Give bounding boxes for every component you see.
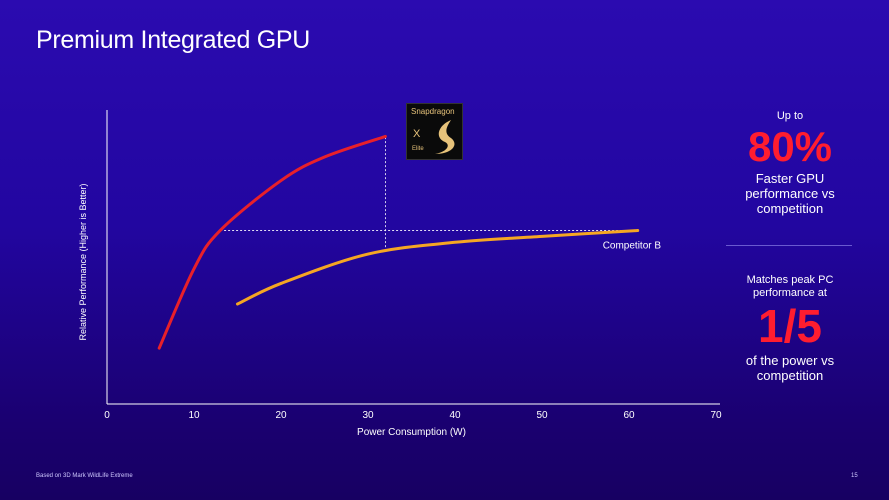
- series-label-competitor-b: Competitor B: [603, 241, 662, 252]
- x-tick-label: 70: [710, 410, 722, 421]
- page-number: 15: [851, 473, 858, 479]
- y-axis-label: Relative Performance (Higher is Better): [78, 183, 88, 340]
- callout-power: Matches peak PC performance at 1/5 of th…: [728, 274, 852, 383]
- logo-model: X: [413, 128, 421, 140]
- callout-value: 80%: [747, 123, 833, 170]
- callout-faster-gpu: Up to 80% Faster GPU performance vs comp…: [728, 110, 852, 216]
- logo-tier: Elite: [412, 146, 424, 152]
- footnote: Based on 3D Mark WildLife Extreme: [36, 473, 133, 479]
- callout-post: of the power vs competition: [745, 352, 835, 383]
- x-tick-label: 40: [449, 410, 461, 421]
- callout-value: 1/5: [758, 300, 822, 352]
- series-line-competitor-b: [236, 229, 640, 306]
- x-tick-label: 30: [362, 410, 374, 421]
- callout-post: Faster GPU performance vs competition: [745, 171, 835, 217]
- x-tick-label: 10: [188, 410, 200, 421]
- logo-brand: Snapdragon: [411, 107, 455, 116]
- x-axis-label: Power Consumption (W): [357, 427, 466, 438]
- callout-pre: Matches peak PC performance at: [746, 274, 834, 299]
- slide-title: Premium Integrated GPU: [36, 26, 311, 54]
- snapdragon-x-elite-logo: Snapdragon X Elite: [406, 103, 463, 160]
- series-line-snapdragon: [157, 134, 387, 350]
- callout-pre: Up to: [776, 110, 804, 122]
- x-tick-label: 60: [623, 410, 635, 421]
- snapdragon-flame-icon: [435, 120, 455, 154]
- x-tick-label: 0: [104, 410, 110, 421]
- x-tick-label: 50: [536, 410, 548, 421]
- divider: [726, 245, 852, 246]
- x-tick-label: 20: [275, 410, 287, 421]
